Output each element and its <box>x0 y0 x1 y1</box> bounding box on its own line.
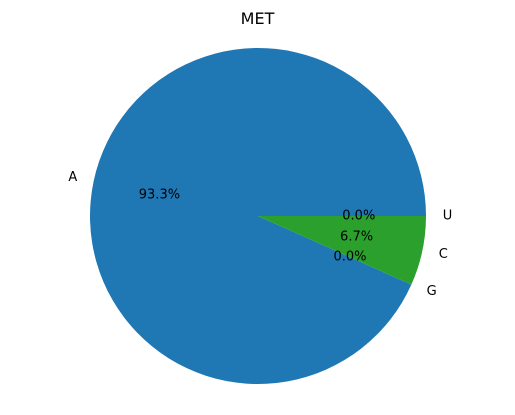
slice-label-c: C <box>439 247 448 262</box>
pie-labels: A 93.3% G 0.0% C 6.7% U 0.0% <box>68 170 452 299</box>
slice-percent-c: 6.7% <box>340 230 373 245</box>
pie-slice-a <box>90 48 426 385</box>
chart-title: MET <box>241 9 275 28</box>
slice-percent-g: 0.0% <box>333 250 366 265</box>
pie-slices <box>90 48 427 385</box>
pie-slice-c <box>258 216 427 285</box>
slice-label-u: U <box>443 209 453 224</box>
slice-label-a: A <box>68 170 77 185</box>
slice-percent-a: 93.3% <box>139 187 180 202</box>
slice-label-g: G <box>427 284 437 299</box>
slice-percent-u: 0.0% <box>342 209 375 224</box>
